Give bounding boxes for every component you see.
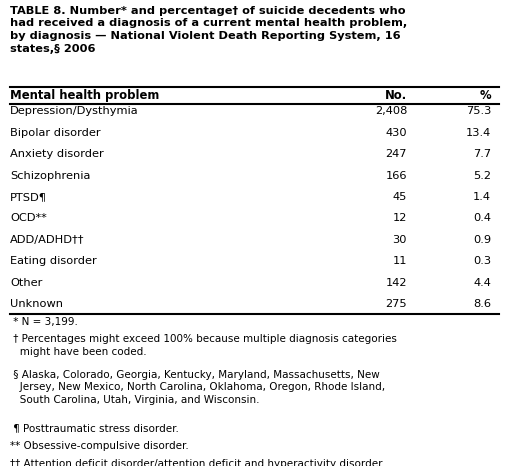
Text: ¶ Posttraumatic stress disorder.: ¶ Posttraumatic stress disorder. [10,423,179,433]
Text: 4.4: 4.4 [473,278,491,288]
Text: * N = 3,199.: * N = 3,199. [10,317,78,327]
Text: 430: 430 [386,128,407,138]
Text: 142: 142 [386,278,407,288]
Text: ** Obsessive-compulsive disorder.: ** Obsessive-compulsive disorder. [10,441,189,451]
Text: ADD/ADHD††: ADD/ADHD†† [10,235,84,245]
Text: Depression/Dysthymia: Depression/Dysthymia [10,106,139,116]
Text: No.: No. [385,89,407,102]
Text: 11: 11 [392,256,407,266]
Text: PTSD¶: PTSD¶ [10,192,47,202]
Text: 12: 12 [393,213,407,223]
Text: 7.7: 7.7 [473,149,491,159]
Text: %: % [479,89,491,102]
Text: 8.6: 8.6 [473,299,491,309]
Text: Mental health problem: Mental health problem [10,89,160,102]
Text: 0.3: 0.3 [473,256,491,266]
Text: Anxiety disorder: Anxiety disorder [10,149,104,159]
Text: Unknown: Unknown [10,299,63,309]
Text: 30: 30 [392,235,407,245]
Text: Bipolar disorder: Bipolar disorder [10,128,101,138]
Text: 13.4: 13.4 [466,128,491,138]
Text: †† Attention deficit disorder/attention deficit and hyperactivity disorder.: †† Attention deficit disorder/attention … [10,459,385,466]
Text: OCD**: OCD** [10,213,47,223]
Text: 1.4: 1.4 [473,192,491,202]
Text: 45: 45 [393,192,407,202]
Text: 5.2: 5.2 [473,171,491,180]
Text: 0.9: 0.9 [473,235,491,245]
Text: † Percentages might exceed 100% because multiple diagnosis categories
   might h: † Percentages might exceed 100% because … [10,335,397,357]
Text: Eating disorder: Eating disorder [10,256,97,266]
Text: 166: 166 [386,171,407,180]
Text: 0.4: 0.4 [473,213,491,223]
Text: 275: 275 [386,299,407,309]
Text: § Alaska, Colorado, Georgia, Kentucky, Maryland, Massachusetts, New
   Jersey, N: § Alaska, Colorado, Georgia, Kentucky, M… [10,370,385,404]
Text: TABLE 8. Number* and percentage† of suicide decedents who
had received a diagnos: TABLE 8. Number* and percentage† of suic… [10,6,407,54]
Text: 75.3: 75.3 [466,106,491,116]
Text: 247: 247 [386,149,407,159]
Text: Schizophrenia: Schizophrenia [10,171,91,180]
Text: 2,408: 2,408 [375,106,407,116]
Text: Other: Other [10,278,43,288]
